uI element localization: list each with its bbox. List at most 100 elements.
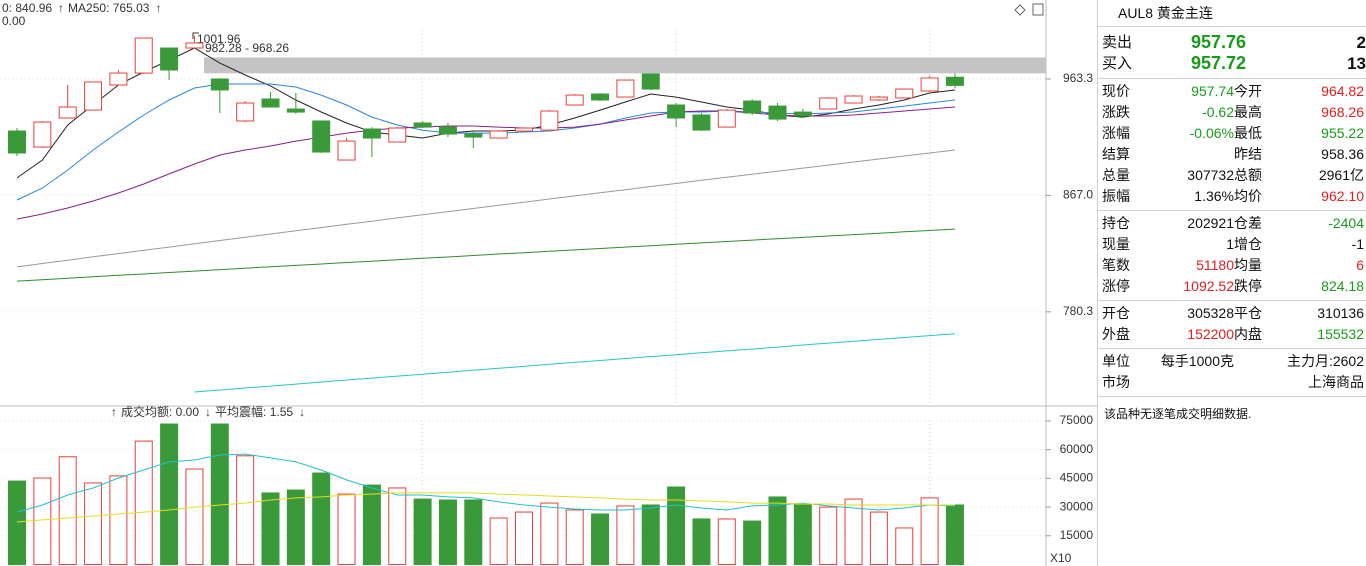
- panel-title: AUL8 黄金主连: [1098, 0, 1366, 27]
- candle-body: [337, 140, 356, 161]
- header-label: MA250: 765.03: [68, 1, 150, 15]
- quote-row: 现量 1 增仓 -1: [1098, 234, 1366, 255]
- quote-value: 962.10: [1321, 188, 1364, 204]
- quote-section: 现价 957.74 今开 964.82 涨跌 -0.62 最高 968.26 涨幅 -0.06% 最…: [1098, 79, 1366, 211]
- quote-value: 305328: [1187, 305, 1234, 321]
- volume-bar: [895, 527, 914, 565]
- y-tick-label: 867.0: [1063, 188, 1093, 202]
- volume-bar: [489, 517, 508, 565]
- header-label: 成交均额: 0.00: [121, 404, 199, 419]
- quote-row: 持仓 202921 仓差 -2404: [1098, 213, 1366, 234]
- volume-bar: [793, 504, 812, 566]
- quote-row: 涨停 1092.52 跌停 824.18: [1098, 276, 1366, 297]
- quote-value: 上海商品: [1308, 374, 1364, 390]
- volume-bar: [641, 504, 660, 566]
- quote-label: 内盘: [1234, 326, 1262, 342]
- quote-value: 958.36: [1321, 146, 1364, 162]
- quote-value: 955.22: [1321, 125, 1364, 141]
- volume-bar: [464, 499, 483, 565]
- volume-bar: [58, 456, 77, 565]
- header-label: ↑: [155, 1, 161, 15]
- volume-bar: [337, 493, 356, 566]
- candle-body: [8, 130, 26, 154]
- panel-note: 该品种无逐笔成交明细数据.: [1104, 407, 1252, 421]
- line-series: [16, 492, 955, 523]
- y-tick-label: 60000: [1060, 442, 1094, 456]
- quote-value: 964.82: [1321, 83, 1364, 99]
- candle-body: [464, 133, 483, 138]
- volume-bar: [84, 482, 103, 566]
- candle-body: [768, 105, 787, 120]
- sub-label: 0.00: [2, 14, 26, 28]
- volume-bar: [869, 511, 888, 565]
- quote-value: 202921: [1187, 215, 1234, 231]
- candle-body: [844, 95, 863, 104]
- volume-bar: [768, 496, 787, 565]
- volume-bar: [388, 487, 407, 565]
- candle-body: [819, 97, 838, 110]
- volume-bar: [109, 475, 128, 565]
- quote-section: 持仓 202921 仓差 -2404 现量 1 增仓 -1 笔数 51180 均量 6 涨停 1092.5…: [1098, 211, 1366, 301]
- y-tick-label: 780.3: [1063, 304, 1093, 318]
- quote-label: 外盘: [1102, 326, 1130, 342]
- candle-body: [160, 47, 179, 71]
- volume-bar: [33, 477, 52, 565]
- volume-bar: [692, 518, 711, 566]
- volume-bar: [844, 498, 863, 565]
- candle-body: [210, 78, 229, 91]
- diamond-icon[interactable]: [1014, 4, 1026, 16]
- candle-body: [109, 72, 128, 86]
- candle-body: [591, 93, 610, 101]
- quote-value: 主力月:2602: [1286, 353, 1364, 369]
- quote-value: 每手1000克: [1160, 353, 1234, 369]
- quote-value: 51180: [1196, 257, 1234, 273]
- order-label: 买入: [1102, 55, 1133, 72]
- quote-label: 均量: [1234, 257, 1262, 273]
- quote-label: 仓差: [1234, 215, 1262, 231]
- quote-row: 结算 昨结 958.36: [1098, 144, 1366, 165]
- candle-body: [692, 114, 711, 131]
- order-price: 957.72: [1190, 53, 1246, 73]
- volume-bar: [717, 518, 736, 566]
- quote-row: 总量 307732 总额 2961亿: [1098, 165, 1366, 186]
- candle-body: [895, 88, 914, 99]
- line-series: [16, 228, 956, 282]
- y-tick-label: 15000: [1060, 528, 1094, 542]
- candle-body: [743, 100, 762, 114]
- volume-bar: [362, 484, 381, 566]
- candle-body: [362, 128, 381, 139]
- volume-bar: [616, 505, 635, 565]
- quote-value-space: [1136, 144, 1234, 165]
- volume-bar: [185, 468, 204, 565]
- quote-row: 涨幅 -0.06% 最低 955.22: [1098, 123, 1366, 144]
- quote-row: 开仓 305328 平仓 310136: [1098, 303, 1366, 324]
- volume-bar: [667, 486, 686, 565]
- order-book: 卖出 957.76 2 买入 957.72 13: [1098, 27, 1366, 79]
- candle-body: [489, 130, 508, 139]
- candle-body: [793, 111, 812, 117]
- candle-body: [515, 127, 533, 132]
- quote-section: 单位 每手1000克 主力月:2602 市场 上海商品: [1098, 349, 1366, 397]
- quote-value: 2961亿: [1318, 167, 1364, 183]
- quote-label: 开仓: [1102, 305, 1130, 321]
- quote-label: 今开: [1234, 83, 1262, 99]
- quote-label: 增仓: [1234, 236, 1262, 252]
- candle-body: [540, 110, 559, 131]
- quote-value: -2404: [1328, 215, 1364, 231]
- quote-label: 跌停: [1234, 278, 1262, 294]
- window-icon[interactable]: [1032, 3, 1044, 16]
- volume-bar: [312, 472, 331, 565]
- volume-bar: [134, 440, 153, 565]
- order-price: 957.76: [1190, 32, 1246, 52]
- quote-label: 涨幅: [1102, 125, 1130, 141]
- volume-bar: [515, 511, 533, 565]
- volume-bar: [413, 498, 432, 565]
- quote-value: 155532: [1317, 326, 1364, 342]
- quote-value: 1.36%: [1194, 188, 1234, 204]
- quote-label: 最低: [1234, 125, 1262, 141]
- candle-body: [312, 120, 331, 153]
- quote-row: 市场 上海商品: [1098, 372, 1366, 393]
- axis-note: X10: [1050, 551, 1072, 565]
- volume-bar: [8, 480, 26, 566]
- order-label: 卖出: [1102, 34, 1133, 51]
